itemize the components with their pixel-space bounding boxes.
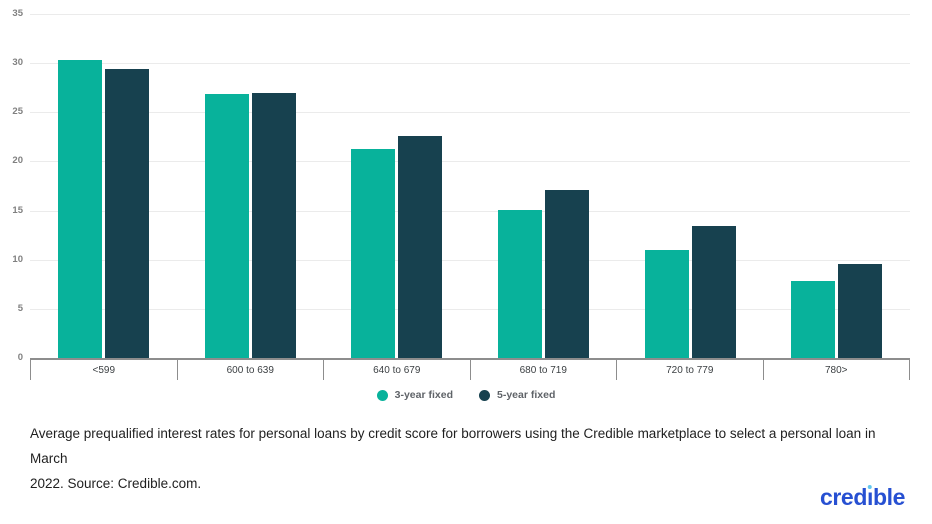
x-axis-category-band: <599 600 to 639 640 to 679 680 to 719 720 to…: [30, 360, 910, 380]
y-axis-tick-label-5: 5: [17, 302, 23, 314]
legend-item-5-year-fixed: 5-year fixed: [479, 389, 555, 401]
bar-5-year-fixed-3: [544, 189, 589, 359]
bar-5-year-fixed-2: [398, 135, 443, 359]
bar-group-1: [177, 15, 324, 359]
y-axis-tick-label-15: 15: [12, 204, 23, 216]
bar-groups: [30, 15, 910, 359]
bar-3-year-fixed-1: [204, 93, 249, 359]
x-axis-category-label-0: <599: [30, 360, 177, 380]
gridline-35: [30, 14, 910, 15]
gridline-25: [30, 112, 910, 114]
legend-label: 5-year fixed: [497, 389, 556, 401]
y-axis-tick-label-0: 0: [17, 352, 23, 363]
x-axis-category-label-4: 720 to 779: [616, 360, 763, 380]
bar-3-year-fixed-2: [351, 148, 396, 359]
x-axis-category-label-2: 640 to 679: [323, 360, 470, 380]
bar-5-year-fixed-5: [838, 263, 883, 359]
bar-group-4: [617, 15, 764, 359]
y-axis-tick-label-35: 35: [12, 8, 23, 19]
legend-label: 3-year fixed: [394, 389, 453, 401]
gridline-15: [30, 210, 910, 212]
legend-item-3-year-fixed: 3-year fixed: [376, 389, 453, 401]
bar-group-3: [470, 15, 617, 359]
bar-group-2: [323, 15, 470, 359]
gridline-20: [30, 161, 910, 163]
y-axis-tick-label-20: 20: [12, 155, 23, 167]
caption-line-1: Average prequalified interest rates for …: [30, 426, 876, 466]
gridline-10: [30, 259, 910, 261]
legend-dot-icon: [376, 389, 388, 401]
bar-3-year-fixed-3: [497, 209, 542, 359]
y-axis-tick-label-25: 25: [12, 106, 23, 118]
bar-5-year-fixed-1: [251, 92, 296, 359]
gridline-30: [30, 63, 910, 65]
gridline-5: [30, 308, 910, 310]
plot-area: 0 5 10 15 20 25 30 35: [12, 9, 910, 363]
logo-i-dot-icon: [867, 484, 873, 489]
x-axis-line: [30, 358, 910, 360]
bar-3-year-fixed-0: [57, 60, 102, 359]
bar-group-0: [30, 15, 177, 359]
bar-5-year-fixed-4: [691, 226, 736, 359]
credible-logo: credı ble: [819, 484, 905, 510]
chart-legend: 3-year fixed 5-year fixed: [0, 389, 932, 401]
bar-3-year-fixed-5: [791, 281, 836, 359]
y-axis-tick-label-10: 10: [12, 253, 23, 265]
x-axis-category-label-3: 680 to 719: [469, 360, 617, 380]
x-axis-category-label-1: 600 to 639: [176, 360, 324, 380]
y-axis-tick-label-30: 30: [12, 57, 23, 69]
bar-5-year-fixed-0: [104, 69, 149, 359]
x-axis-category-label-5: 780>: [762, 360, 910, 380]
legend-dot-icon: [479, 389, 490, 401]
caption-line-2: 2022. Source: Credible.com.: [30, 476, 202, 491]
logo-letter-i: ı: [866, 484, 873, 510]
bar-3-year-fixed-4: [644, 249, 689, 359]
bar-group-5: [763, 15, 910, 359]
chart-caption: Average prequalified interest rates for …: [30, 421, 915, 496]
